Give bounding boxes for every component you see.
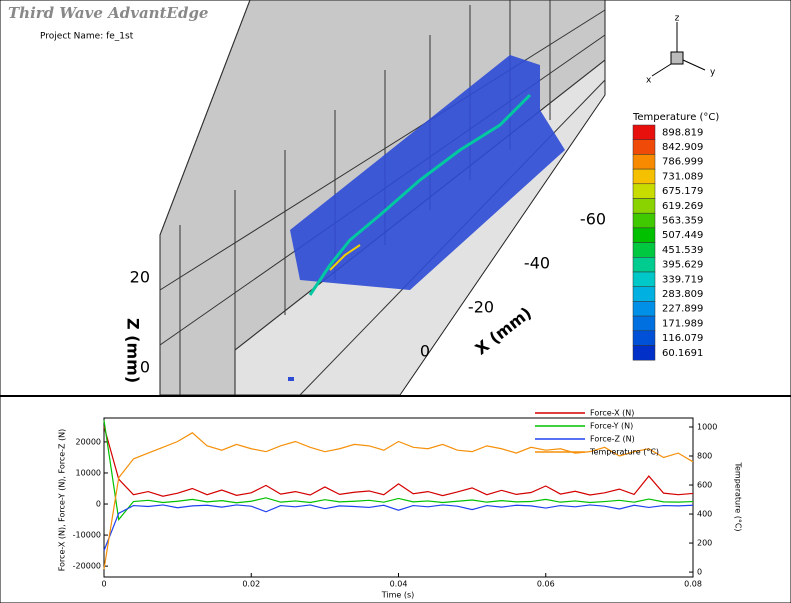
legend-swatch [632,271,656,287]
x-axis-label: Time (s) [381,591,415,600]
legend-swatch [632,315,656,332]
y-tick-label: 10000 [76,468,101,477]
legend-swatch [632,301,656,317]
legend-value: 563.359 [662,216,703,227]
legend-value: 283.809 [662,289,703,300]
y-tick-label: 20000 [76,437,101,446]
legend-value: 116.079 [662,333,703,344]
triad-z: z [675,14,680,24]
legend-swatch [632,212,656,229]
y2-tick-label: 200 [697,539,712,548]
y-tick-label: -10000 [73,531,101,540]
legend-swatch [632,286,656,302]
legend-value: 842.909 [662,142,703,153]
legend-swatch [632,154,656,170]
legend-label: Force-X (N) [590,409,634,418]
legend-swatch [632,330,656,346]
legend-value: 227.899 [662,304,703,315]
legend-value: 675.179 [662,186,703,197]
legend-value: 451.539 [662,245,703,256]
legend-swatch [632,139,656,155]
y-tick-label: -20000 [73,562,101,571]
x-tick-label: -40 [524,254,550,273]
legend-swatch [632,227,656,243]
z-tick-label: 0 [140,358,150,377]
app-title: Third Wave AdvantEdge [8,4,208,22]
x-tick-label: 0.04 [390,580,408,589]
series-line [103,420,694,521]
x-tick-label: 0.02 [242,580,260,589]
x-tick-label: 0.06 [537,580,555,589]
triad-y: y [710,68,716,78]
chip [308,93,532,296]
legend-value: 898.819 [662,127,703,138]
y2-tick-label: 400 [697,510,712,519]
legend-swatch [632,345,656,361]
legend-label: Temperature (°C) [589,448,659,457]
legend-value: 395.629 [662,260,703,271]
y2-tick-label: 600 [697,481,712,490]
y2-tick-label: 1000 [697,422,717,431]
hot-zone [329,244,361,271]
y2-tick-label: 0 [697,568,702,577]
legend-label: Force-Z (N) [590,435,635,444]
legend-value: 507.449 [662,230,703,241]
legend-value: 339.719 [662,274,703,285]
legend-swatch [632,168,656,185]
legend-title: Temperature (°C) [632,112,719,123]
triad-x: x [646,76,652,86]
legend-value: 60.1691 [662,348,703,359]
legend-value: 171.989 [662,318,703,329]
series-line [103,432,694,570]
legend-swatch [632,257,656,273]
legend-swatch [632,242,656,258]
y-axis-label: Force-X (N), Force-Y (N), Force-Z (N) [58,429,67,572]
legend-swatch [632,124,656,140]
x-tick-label: -20 [468,298,494,317]
legend-swatch [632,198,656,214]
x-tick-label: -60 [580,210,606,229]
z-axis-label: Z (mm) [124,318,143,383]
y2-axis-label: Temperature (°C) [734,461,743,531]
series-line [103,426,694,497]
x-tick-label: 0.08 [684,580,702,589]
series-line [103,504,694,551]
legend-value: 786.999 [662,157,703,168]
legend-value: 731.089 [662,171,703,182]
x-tick-label: 0 [101,580,106,589]
legend-swatch [632,183,656,199]
legend-value: 619.269 [662,201,703,212]
y-tick-label: 0 [96,500,101,509]
project-name: Project Name: fe_1st [40,32,134,42]
legend-label: Force-Y (N) [590,422,633,431]
z-tick-label: 20 [130,268,150,287]
x-tick-label: 0 [420,342,430,361]
axis-triad: z y x [646,14,716,86]
fragment [288,377,294,381]
y2-tick-label: 800 [697,452,712,461]
